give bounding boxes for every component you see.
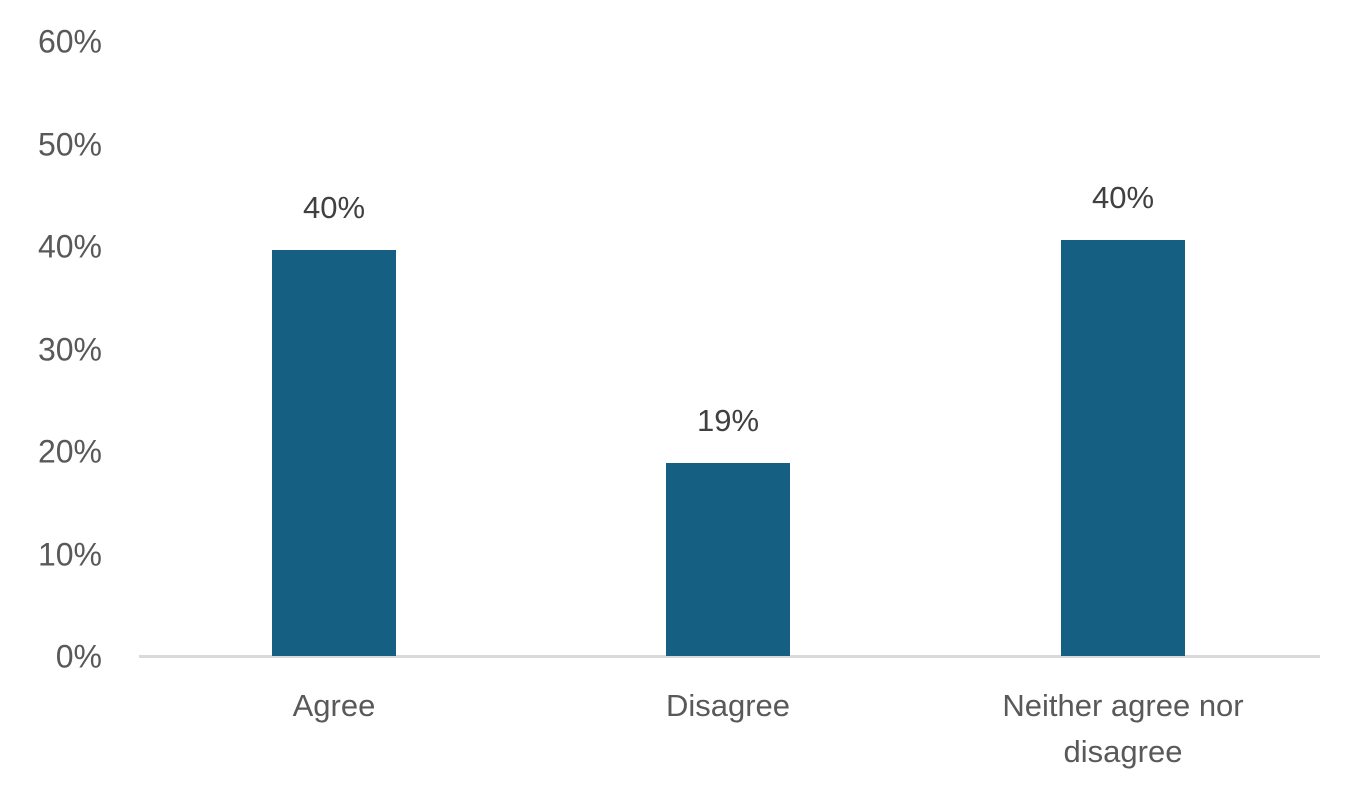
bar-agree bbox=[272, 250, 396, 656]
bar-data-label: 40% bbox=[1091, 180, 1155, 215]
x-axis-line bbox=[139, 655, 1320, 658]
bar-data-label: 40% bbox=[302, 190, 366, 225]
x-axis-category-label: Disagree bbox=[665, 688, 791, 723]
y-axis-tick-label: 50% bbox=[37, 126, 102, 162]
bar-data-label: 19% bbox=[696, 403, 760, 438]
y-axis-tick-label: 20% bbox=[37, 433, 102, 470]
y-axis-tick-label: 0% bbox=[55, 638, 102, 675]
x-axis-category-label: Agree bbox=[292, 688, 376, 723]
y-axis-tick-label: 40% bbox=[37, 228, 102, 265]
bar-neither-agree-nor-disagree bbox=[1061, 240, 1185, 656]
bar-disagree bbox=[666, 463, 790, 656]
y-axis-tick-label: 60% bbox=[37, 23, 102, 60]
x-axis-category-label: Neither agree nor disagree bbox=[1002, 688, 1244, 769]
y-axis-tick-label: 10% bbox=[37, 536, 102, 572]
y-axis-tick-label: 30% bbox=[37, 331, 102, 367]
